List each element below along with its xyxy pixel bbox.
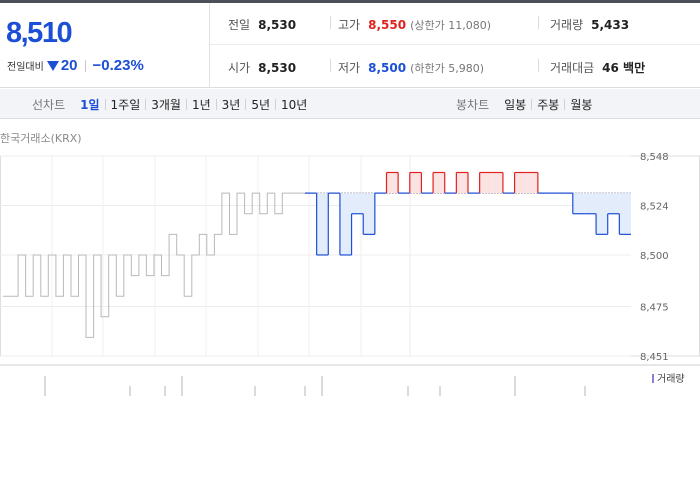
price-box: 8,510 전일대비 20 −0.23% — [0, 3, 210, 88]
tab-divider — [245, 98, 247, 110]
change-label: 전일대비 — [7, 62, 44, 73]
line-tab-6[interactable]: 10년 — [281, 97, 308, 112]
area-up-segment — [491, 172, 503, 194]
y-tick-label: 8,475 — [640, 303, 669, 314]
tab-divider — [275, 98, 277, 110]
lower-limit: (하한가 5,980) — [410, 62, 484, 75]
line-tab-2[interactable]: 3개월 — [151, 97, 181, 112]
tab-divider — [215, 98, 217, 110]
intraday-chart[interactable]: 8,548 8,524 8,500 8,475 8,451 거래량 — [0, 120, 700, 490]
y-tick-label: 8,524 — [640, 201, 669, 212]
series-prior-session-line — [3, 192, 305, 338]
stat-divider — [538, 59, 539, 72]
change-divider — [84, 59, 86, 72]
candle-tab-0[interactable]: 일봉 — [504, 97, 527, 112]
area-down-segment — [607, 193, 620, 214]
tab-divider — [564, 98, 566, 110]
candle-chart-tabs: 봉차트 일봉 주봉 월봉 — [456, 89, 597, 119]
candle-tab-2[interactable]: 월봉 — [570, 97, 593, 112]
area-down-segment — [596, 193, 608, 235]
stat-divider — [330, 59, 331, 72]
stat-value: 46 백만 — [602, 61, 646, 75]
stat-label: 고가 — [338, 18, 361, 32]
current-price: 8,510 — [6, 17, 73, 49]
area-down-segment — [339, 193, 352, 255]
price-change: 전일대비 20 −0.23% — [7, 57, 144, 74]
data-source: 한국거래소(KRX) — [0, 132, 82, 145]
area-down-segment — [351, 193, 364, 214]
stat-divider — [538, 16, 539, 29]
line-tab-5[interactable]: 5년 — [251, 97, 271, 112]
y-tick-label: 8,451 — [640, 352, 669, 363]
price-chart: 한국거래소(KRX) 8,548 8,524 8,500 8,475 8,451 거래량 — [0, 120, 700, 490]
change-rate: −0.23% — [92, 57, 144, 74]
stat-open: 시가 8,530 — [228, 59, 296, 76]
area-down-segment — [363, 193, 375, 235]
stat-value: 8,530 — [258, 61, 297, 75]
area-down-segment — [619, 193, 631, 235]
area-up-segment — [479, 172, 492, 194]
line-chart-tabs: 선차트 1일 1주일 3개월 1년 3년 5년 10년 — [32, 89, 312, 119]
stat-divider — [330, 16, 331, 29]
tab-divider — [104, 98, 106, 110]
stat-low: 저가 8,500 (하한가 5,980) — [338, 59, 484, 76]
tab-divider — [145, 98, 147, 110]
area-up-segment — [433, 172, 445, 194]
line-chart-label: 선차트 — [32, 97, 66, 112]
stat-trade-value: 거래대금 46 백만 — [550, 59, 645, 76]
chart-period-tabs: 선차트 1일 1주일 3개월 1년 3년 5년 10년 봉차트 일봉 주봉 월봉 — [0, 89, 700, 119]
y-tick-label: 8,500 — [640, 251, 669, 262]
stats-row-1: 전일 8,530 고가 8,550 (상한가 11,080) 거래량 5,433 — [210, 3, 700, 45]
stat-label: 시가 — [228, 61, 251, 75]
area-up-segment — [409, 172, 422, 194]
stat-value: 8,530 — [258, 18, 297, 32]
candle-tab-1[interactable]: 주봉 — [537, 97, 560, 112]
area-up-segment — [386, 172, 399, 194]
volume-legend-label: 거래량 — [657, 373, 685, 385]
area-up-segment — [456, 172, 468, 194]
stat-prev-close: 전일 8,530 — [228, 16, 296, 33]
stat-volume: 거래량 5,433 — [550, 16, 629, 33]
area-up-segment — [514, 172, 527, 194]
y-tick-label: 8,548 — [640, 152, 669, 163]
upper-limit: (상한가 11,080) — [410, 19, 491, 32]
stat-label: 거래대금 — [550, 61, 595, 75]
stat-value: 8,550 — [368, 18, 407, 32]
stat-value: 5,433 — [591, 18, 630, 32]
line-tab-0[interactable]: 1일 — [80, 97, 100, 112]
stat-label: 거래량 — [550, 18, 584, 32]
stats-row-2: 시가 8,530 저가 8,500 (하한가 5,980) 거래대금 46 백만 — [210, 46, 700, 88]
line-tab-1[interactable]: 1주일 — [110, 97, 141, 112]
quote-summary: 8,510 전일대비 20 −0.23% 전일 8,530 고가 8,550 (… — [0, 0, 700, 88]
stat-label: 전일 — [228, 18, 251, 32]
line-tab-3[interactable]: 1년 — [191, 97, 211, 112]
stat-label: 저가 — [338, 61, 361, 75]
stat-high: 고가 8,550 (상한가 11,080) — [338, 16, 491, 33]
tab-divider — [185, 98, 187, 110]
stat-value: 8,500 — [368, 61, 407, 75]
plot-frame — [0, 155, 700, 357]
candle-chart-label: 봉차트 — [456, 97, 490, 112]
tab-divider — [531, 98, 533, 110]
area-up-segment — [526, 172, 538, 194]
area-down-segment — [316, 193, 329, 255]
line-tab-4[interactable]: 3년 — [221, 97, 241, 112]
area-down-segment — [572, 193, 585, 214]
change-amount: 20 — [60, 57, 78, 74]
area-down-segment — [584, 193, 597, 214]
down-arrow-icon — [46, 60, 59, 71]
volume-legend-swatch — [652, 374, 654, 383]
quote-stats: 전일 8,530 고가 8,550 (상한가 11,080) 거래량 5,433… — [210, 3, 700, 88]
